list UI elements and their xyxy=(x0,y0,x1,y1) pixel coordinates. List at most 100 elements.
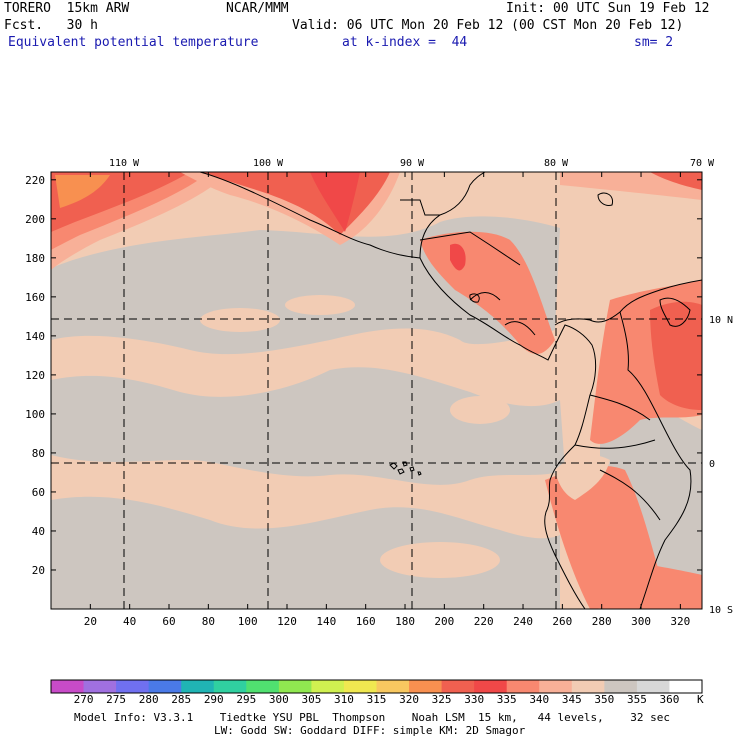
y-tick-label: 140 xyxy=(25,330,45,343)
y-axis: 20 40 60 80 100 120 140 160 180 200 220 xyxy=(25,174,702,577)
colorbar-swatch xyxy=(213,680,247,693)
y-tick-label: 40 xyxy=(32,525,45,538)
y-tick-label: 80 xyxy=(32,447,45,460)
field-region xyxy=(650,301,702,410)
colorbar-tick-label: 310 xyxy=(334,693,354,706)
border-path xyxy=(574,394,661,521)
colorbar-swatch xyxy=(669,680,703,693)
border-path xyxy=(469,292,536,336)
smoothing-info: sm= 2 xyxy=(634,35,674,50)
colorbar-tick-label: 345 xyxy=(561,693,582,706)
x-tick-label: 320 xyxy=(670,615,690,628)
model-info-line1: Model Info: V3.3.1 Tiedtke YSU PBL Thomp… xyxy=(74,711,671,724)
colorbar-tick-label: 355 xyxy=(626,693,647,706)
colorbar-swatch xyxy=(311,680,345,693)
colorbar-tick-label: 325 xyxy=(431,693,452,706)
colorbar-tick-label: 280 xyxy=(138,693,159,706)
latitude-label: 0 xyxy=(709,459,715,470)
y-tick-label: 120 xyxy=(25,369,45,382)
colorbar-swatch xyxy=(246,680,280,693)
colorbar-tick-label: 360 xyxy=(659,693,680,706)
field-region xyxy=(55,175,110,208)
colorbar-swatch xyxy=(148,680,182,693)
valid-time: Valid: 06 UTC Mon 20 Feb 12 (00 CST Mon … xyxy=(292,18,684,33)
field-name: Equivalent potential temperature xyxy=(8,35,259,50)
field-region xyxy=(51,496,560,609)
colorbar-swatch xyxy=(506,680,540,693)
forecast-hour: Fcst. 30 h xyxy=(4,18,98,33)
field-region xyxy=(650,172,702,190)
field-region xyxy=(600,560,702,609)
x-tick-label: 80 xyxy=(202,615,215,628)
y-tick-label: 200 xyxy=(25,213,45,226)
y-tick-label: 180 xyxy=(25,252,45,265)
colorbar-tick-label: 270 xyxy=(73,693,94,706)
x-axis: 20 40 60 80 100 120 140 160 180 200 220 240 260 280 30… xyxy=(84,172,690,628)
x-tick-label: 120 xyxy=(277,615,297,628)
x-tick-label: 160 xyxy=(356,615,376,628)
colorbar-swatch xyxy=(474,680,508,693)
lake-path xyxy=(659,297,691,327)
colorbar-swatch xyxy=(181,680,215,693)
colorbar-tick-label: 340 xyxy=(529,693,550,706)
colorbar-tick-label: 300 xyxy=(268,693,289,706)
x-tick-label: 260 xyxy=(552,615,572,628)
colorbar-tick-label: 320 xyxy=(399,693,419,706)
colorbar-unit: K xyxy=(697,693,704,706)
field-region xyxy=(200,308,280,332)
field-region xyxy=(555,454,610,500)
coastline-path xyxy=(419,172,486,259)
map-frame xyxy=(50,171,703,610)
colorbar-tick-label: 335 xyxy=(496,693,517,706)
colorbar-swatch xyxy=(604,680,638,693)
colorbar-swatch xyxy=(539,680,573,693)
colorbar-tick-label: 295 xyxy=(236,693,257,706)
colorbar-tick-label: 350 xyxy=(594,693,615,706)
colorbar-tick-label: 290 xyxy=(203,693,224,706)
longitude-label: 90 W xyxy=(400,158,425,169)
init-time: Init: 00 UTC Sun 19 Feb 12 xyxy=(506,1,710,16)
x-tick-label: 100 xyxy=(238,615,258,628)
colorbar-swatch xyxy=(343,680,377,693)
x-tick-label: 20 xyxy=(84,615,97,628)
colorbar-tick-label: 315 xyxy=(366,693,387,706)
colorbar-swatch xyxy=(376,680,410,693)
model-info-line2: LW: Godd SW: Goddard DIFF: simple KM: 2D… xyxy=(214,724,526,737)
longitude-labels: 110 W 100 W 90 W 80 W 70 W xyxy=(109,158,715,169)
field-region xyxy=(579,176,702,300)
center-name: NCAR/MMM xyxy=(226,1,289,16)
field-region xyxy=(285,295,355,315)
y-tick-label: 160 xyxy=(25,291,45,304)
colorbar-tick-label: 330 xyxy=(464,693,485,706)
galapagos-islands xyxy=(389,461,422,476)
graticule xyxy=(51,172,702,609)
colorbar-swatch xyxy=(409,680,443,693)
latitude-label: 10 S xyxy=(709,605,733,616)
field-region xyxy=(450,396,510,424)
y-tick-label: 60 xyxy=(32,486,45,499)
colorbar-swatch xyxy=(636,680,670,693)
x-tick-label: 200 xyxy=(434,615,454,628)
x-tick-label: 180 xyxy=(395,615,415,628)
longitude-label: 80 W xyxy=(544,158,569,169)
longitude-label: 100 W xyxy=(253,158,284,169)
field-region xyxy=(310,172,360,232)
y-tick-label: 220 xyxy=(25,174,45,187)
x-tick-label: 220 xyxy=(474,615,494,628)
longitude-label: 110 W xyxy=(109,158,140,169)
field-region xyxy=(450,243,466,271)
colorbar-swatch xyxy=(83,680,117,693)
colorbar-swatch xyxy=(116,680,150,693)
colorbar xyxy=(51,680,703,693)
x-tick-label: 300 xyxy=(631,615,651,628)
colorbar-tick-label: 285 xyxy=(171,693,192,706)
colorbar-swatch xyxy=(51,680,85,693)
y-tick-label: 20 xyxy=(32,564,45,577)
colorbar-frame xyxy=(50,679,703,694)
latitude-labels: 10 N 0 10 S xyxy=(709,315,733,616)
coastline-path xyxy=(199,172,597,609)
colorbar-swatch xyxy=(441,680,475,693)
coastlines xyxy=(199,172,702,609)
x-tick-label: 140 xyxy=(316,615,336,628)
x-tick-label: 280 xyxy=(592,615,612,628)
